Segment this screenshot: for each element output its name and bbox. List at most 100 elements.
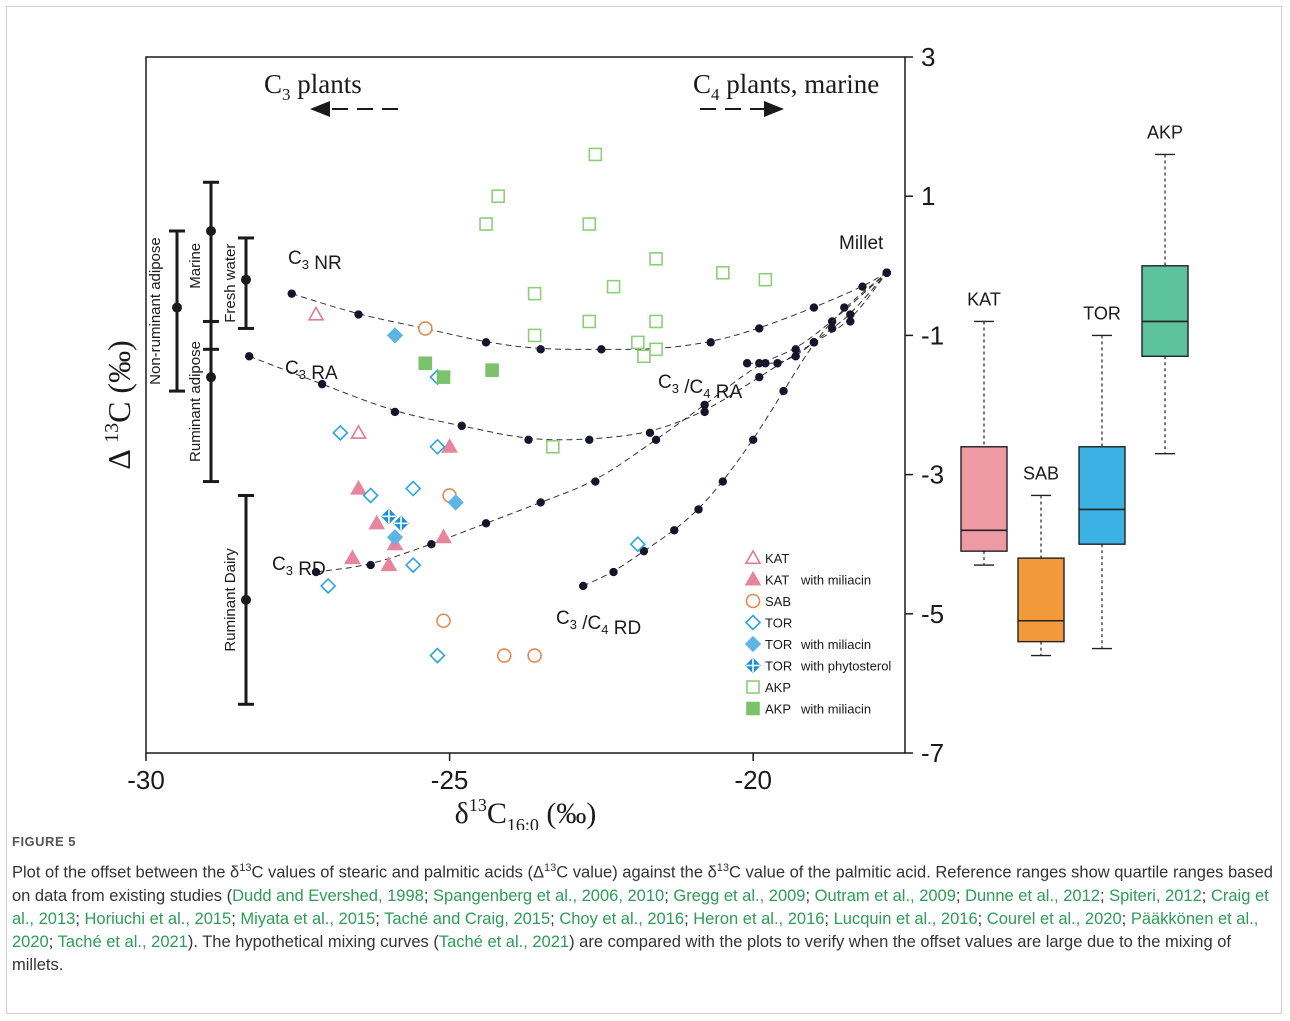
- reference-range-label-group: Ruminant adipose: [187, 341, 204, 462]
- legend-marker: [745, 593, 761, 609]
- mixing-curve-point: [390, 407, 400, 417]
- legend-marker: [744, 635, 762, 653]
- mixing-curve-point: [761, 359, 770, 368]
- data-point-akp: [485, 363, 499, 378]
- citation-link[interactable]: Spiteri, 2012: [1109, 886, 1202, 905]
- citation-link[interactable]: Courel et al., 2020: [986, 909, 1122, 928]
- caption-fragment: ;: [423, 886, 434, 905]
- caption-fragment: ;: [1121, 909, 1131, 928]
- citation-link[interactable]: Taché et al., 2021: [57, 932, 188, 951]
- mixing-curve-point: [694, 505, 703, 514]
- data-point-akp: [582, 217, 597, 231]
- mixing-curve-line: [582, 272, 888, 587]
- figure-caption-text: Plot of the offset between the δ13C valu…: [12, 857, 1274, 977]
- citation-link[interactable]: Choy et al., 2016: [559, 909, 685, 928]
- box-rect: [1017, 557, 1065, 643]
- data-point-akp: [637, 349, 651, 364]
- citation-link[interactable]: Craig et al., 2013: [12, 886, 1269, 928]
- mixing-curve-point: [457, 421, 466, 431]
- data-point-akp: [649, 314, 663, 329]
- caption-fragment: ). The hypothetical mixing curves (: [187, 932, 439, 951]
- legend-marker: [744, 570, 762, 586]
- caption-fragment: ) are compared with the plots to verify …: [12, 932, 1231, 974]
- legend-marker: [744, 614, 762, 631]
- caption-fragment: ;: [48, 932, 58, 951]
- mixing-curve-point: [591, 477, 600, 486]
- data-point-akp: [582, 314, 597, 329]
- data-point-sab: [496, 648, 512, 663]
- figure-frame: [6, 6, 1282, 1014]
- mixing-curve-point: [882, 268, 891, 277]
- box-label: KAT: [967, 289, 1001, 309]
- data-point-akp: [606, 279, 621, 294]
- citation-link[interactable]: Outram et al., 2009: [814, 886, 956, 905]
- mixing-curve-point: [524, 435, 533, 444]
- caption-fragment: C values of stearic and palmitic acids (…: [251, 863, 545, 882]
- citation-link[interactable]: Pääkkönen et al., 2020: [12, 909, 1259, 951]
- citation-link[interactable]: Taché et al., 2021: [438, 932, 570, 951]
- citation-link[interactable]: Taché and Craig, 2015: [384, 909, 551, 928]
- citation-link[interactable]: Heron et al., 2016: [693, 909, 825, 928]
- legend-label: SAB: [765, 594, 791, 609]
- mixing-curve-point: [609, 567, 618, 577]
- mixing-curve-label: C3 /C4 RD: [556, 608, 641, 639]
- figure-label: FIGURE 5: [12, 834, 76, 849]
- data-point-akp: [649, 342, 663, 357]
- mixing-curve-point: [481, 338, 491, 347]
- reference-range-label: Ruminant Dairy: [222, 548, 239, 652]
- mixing-curve-point: [354, 310, 363, 319]
- mixing-curve-point: [858, 282, 867, 291]
- citation-link[interactable]: Spangenberg et al., 2006, 2010: [433, 886, 665, 905]
- data-point-sab: [527, 648, 542, 663]
- mixing-curve-point: [245, 352, 254, 361]
- caption-fragment: ;: [684, 909, 694, 928]
- citation-link[interactable]: Gregg et al., 2009: [673, 886, 806, 905]
- legend-label-suffix: with phytosterol: [800, 659, 891, 674]
- legend-label-suffix: with miliacin: [800, 702, 871, 717]
- x-tick-label: -20: [734, 765, 772, 795]
- mixing-curve-line: [249, 272, 888, 441]
- caption-fragment: ;: [231, 909, 241, 928]
- data-point-kat: [350, 424, 367, 439]
- caption-fragment: C value) against the δ: [556, 863, 717, 882]
- mixing-curve-label: C3 NR: [288, 248, 342, 274]
- mixing-curve-label: C3 RD: [272, 554, 326, 580]
- box-rect: [1141, 265, 1189, 357]
- y-tick-label: -7: [921, 738, 944, 768]
- mixing-curve-point: [287, 289, 296, 298]
- data-point-kat: [307, 305, 325, 321]
- data-point-kat: [380, 556, 398, 572]
- mixing-curve-line: [315, 272, 888, 573]
- caption-fragment: 13: [544, 862, 557, 874]
- data-point-tor: [405, 556, 422, 574]
- caption-fragment: 13: [239, 862, 252, 874]
- data-point-kat: [344, 549, 361, 565]
- caption-fragment: ;: [550, 909, 560, 928]
- citation-link[interactable]: Dudd and Evershed, 1998: [232, 886, 424, 905]
- box-label: AKP: [1147, 122, 1183, 142]
- mixing-curve-point: [827, 324, 837, 333]
- reference-range-median: [206, 372, 216, 383]
- y-axis-label: Δ 13C (‰): [101, 340, 137, 469]
- data-point-tor: [332, 424, 349, 441]
- mixing-curve-point: [645, 428, 655, 438]
- mixing-curve-point: [706, 338, 715, 347]
- mixing-curve-point: [536, 345, 545, 354]
- mixing-curve-point: [742, 359, 752, 368]
- citation-link[interactable]: Lucquin et al., 2016: [833, 909, 978, 928]
- mixing-curve-point: [317, 379, 327, 389]
- data-point-kat: [350, 479, 367, 495]
- caption-fragment: C value of the palmitic acid. Reference …: [12, 863, 1273, 905]
- mixing-curve-point: [755, 324, 764, 333]
- data-point-kat: [368, 514, 386, 530]
- box-label: SAB: [1023, 463, 1059, 483]
- data-point-akp: [716, 265, 730, 280]
- caption-fragment: ;: [75, 909, 85, 928]
- mixing-curve-point: [427, 540, 436, 549]
- legend-label-suffix: with miliacin: [800, 637, 871, 652]
- y-tick-label: 1: [921, 181, 935, 211]
- citation-link[interactable]: Miyata et al., 2015: [240, 909, 376, 928]
- citation-link[interactable]: Horiuchi et al., 2015: [84, 909, 232, 928]
- mixing-curve-point: [779, 386, 788, 396]
- citation-link[interactable]: Dunne et al., 2012: [965, 886, 1100, 905]
